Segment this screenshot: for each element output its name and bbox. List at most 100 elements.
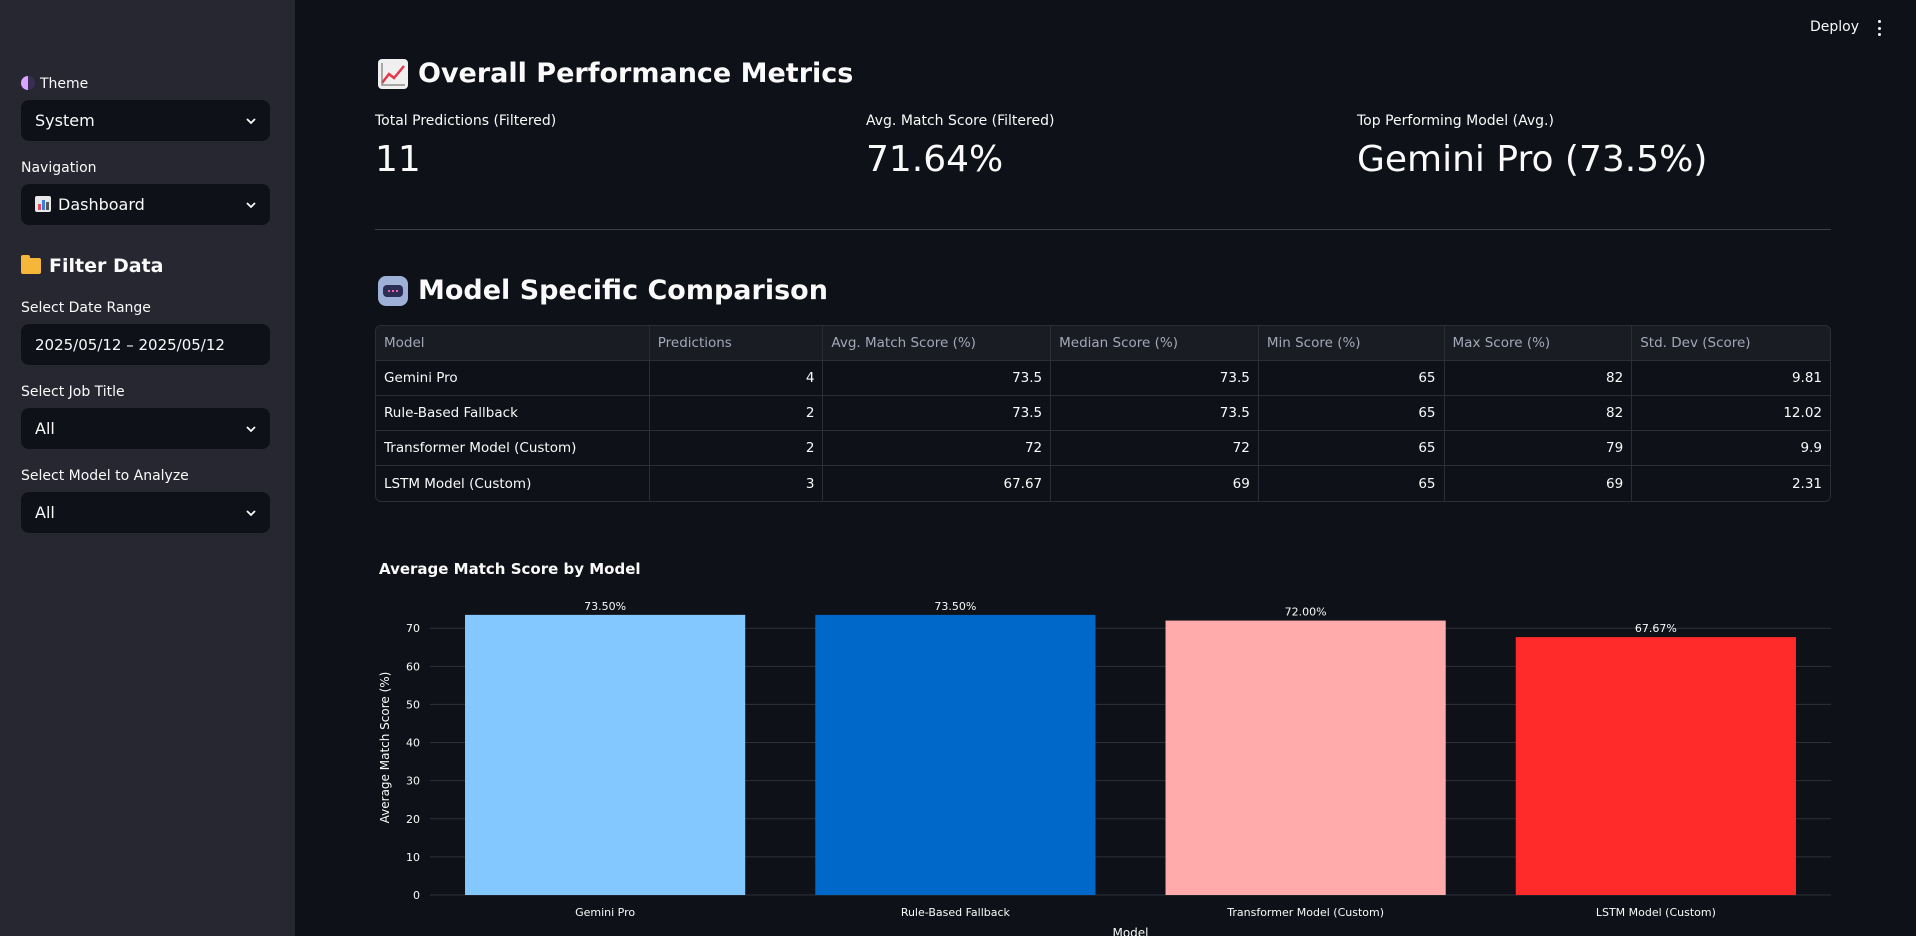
column-header[interactable]: Avg. Match Score (%) — [823, 326, 1052, 361]
table-cell[interactable]: Transformer Model (Custom) — [376, 431, 650, 466]
model-comparison-table: Model Predictions Avg. Match Score (%) M… — [375, 325, 1831, 502]
bar — [815, 614, 1096, 895]
table-cell[interactable]: 72 — [1051, 431, 1259, 466]
y-tick-label: 40 — [406, 737, 420, 750]
job-title-select[interactable]: All — [21, 408, 270, 449]
x-tick-label: LSTM Model (Custom) — [1596, 906, 1716, 919]
model-analyze-label: Select Model to Analyze — [21, 468, 189, 484]
table-cell[interactable]: 82 — [1444, 396, 1633, 431]
navigation-select-value: Dashboard — [58, 195, 145, 214]
metric-value: 71.64% — [866, 139, 1004, 180]
column-header[interactable]: Max Score (%) — [1444, 326, 1633, 361]
table-cell[interactable]: 73.5 — [1051, 396, 1259, 431]
table-cell[interactable]: 3 — [650, 466, 824, 501]
sidebar: Theme System Navigation Dashboard Filter… — [0, 0, 295, 936]
date-range-label: Select Date Range — [21, 300, 151, 316]
overall-metrics-heading: Overall Performance Metrics — [378, 58, 853, 89]
bar — [465, 614, 746, 895]
data-label: 72.00% — [1285, 606, 1327, 619]
table-cell[interactable]: 73.5 — [823, 396, 1052, 431]
navigation-select[interactable]: Dashboard — [21, 184, 270, 225]
column-header[interactable]: Model — [376, 326, 650, 361]
main-menu-icon[interactable] — [1872, 18, 1886, 38]
model-comparison-heading: Model Specific Comparison — [378, 275, 828, 306]
table-cell[interactable]: 9.9 — [1632, 431, 1830, 466]
table-cell[interactable]: 12.02 — [1632, 396, 1830, 431]
table-cell[interactable]: 73.5 — [823, 361, 1052, 396]
chart-increasing-icon — [378, 58, 408, 89]
column-header[interactable]: Std. Dev (Score) — [1632, 326, 1830, 361]
table-cell[interactable]: 69 — [1051, 466, 1259, 501]
theme-icon — [21, 76, 35, 90]
y-tick-label: 60 — [406, 660, 420, 673]
metric-label: Top Performing Model (Avg.) — [1357, 113, 1554, 129]
navigation-label: Navigation — [21, 160, 97, 176]
chevron-down-icon — [246, 200, 256, 210]
job-title-select-value: All — [35, 419, 55, 438]
table-cell[interactable]: Gemini Pro — [376, 361, 650, 396]
y-tick-label: 50 — [406, 698, 420, 711]
metric-value: 11 — [375, 139, 421, 180]
deploy-button[interactable]: Deploy — [1810, 19, 1860, 35]
column-header[interactable]: Median Score (%) — [1051, 326, 1259, 361]
table-cell[interactable]: 4 — [649, 361, 824, 396]
x-tick-label: Transformer Model (Custom) — [1226, 906, 1384, 919]
bar — [1165, 620, 1446, 895]
table-cell[interactable]: 82 — [1444, 361, 1633, 396]
y-axis-title: Average Match Score (%) — [378, 672, 392, 824]
data-label: 73.50% — [934, 600, 976, 613]
table-cell[interactable]: 79 — [1444, 431, 1633, 466]
table-cell[interactable]: 65 — [1259, 466, 1445, 501]
dashboard-icon — [35, 196, 51, 212]
bar — [1515, 637, 1796, 895]
model-analyze-select-value: All — [35, 503, 55, 522]
robot-icon — [378, 275, 408, 306]
date-range-value: 2025/05/12 – 2025/05/12 — [35, 335, 225, 354]
table-cell[interactable]: 2.31 — [1791, 475, 1822, 492]
chevron-down-icon — [246, 508, 256, 518]
metric-label: Avg. Match Score (Filtered) — [866, 113, 1055, 129]
theme-label: Theme — [21, 76, 88, 92]
table-cell[interactable]: 72 — [823, 431, 1052, 466]
table-row: Rule-Based Fallback 2 73.5 73.5 65 82 12… — [376, 396, 1830, 431]
table-cell[interactable]: 65 — [1258, 361, 1445, 396]
table-header-row: Model Predictions Avg. Match Score (%) M… — [376, 326, 1830, 361]
data-label: 73.50% — [584, 600, 626, 613]
x-tick-label: Rule-Based Fallback — [901, 906, 1011, 919]
metric-value: Gemini Pro (73.5%) — [1357, 139, 1708, 180]
table-cell[interactable]: 73.5 — [1051, 361, 1259, 396]
table-cell[interactable]: 2 — [649, 396, 824, 431]
x-tick-label: Gemini Pro — [575, 906, 635, 919]
model-analyze-select[interactable]: All — [21, 492, 270, 533]
metric-top-model: Top Performing Model (Avg.) Gemini Pro (… — [1357, 113, 1707, 180]
metric-label: Total Predictions (Filtered) — [375, 113, 557, 129]
data-label: 67.67% — [1635, 622, 1677, 635]
folder-icon — [21, 255, 41, 274]
x-axis-title: Model — [1112, 926, 1148, 936]
chart-title: Average Match Score by Model — [379, 560, 641, 578]
table-row: LSTM Model (Custom) 3 67.67 69 65 69 2.3… — [376, 466, 1830, 501]
chevron-down-icon — [246, 424, 256, 434]
table-cell[interactable]: 69 — [1445, 466, 1633, 501]
metric-total-predictions: Total Predictions (Filtered) 11 — [375, 113, 556, 180]
table-cell[interactable]: 2 — [649, 431, 824, 466]
y-tick-label: 0 — [413, 889, 420, 902]
column-header[interactable]: Min Score (%) — [1258, 326, 1445, 361]
table-cell[interactable]: 65 — [1258, 396, 1445, 431]
job-title-label: Select Job Title — [21, 384, 125, 400]
y-tick-label: 20 — [406, 813, 420, 826]
theme-select[interactable]: System — [21, 100, 270, 141]
table-cell[interactable]: Rule-Based Fallback — [376, 396, 650, 431]
table-cell[interactable]: 67.67 — [823, 466, 1052, 501]
filter-data-heading: Filter Data — [21, 255, 163, 277]
bar-chart: 0 10 20 30 40 50 60 70 73.50% Gemini Pro 73.50% Rul… — [378, 600, 1831, 936]
table-cell[interactable]: LSTM Model (Custom) — [376, 466, 650, 501]
y-tick-label: 10 — [406, 851, 420, 864]
column-header[interactable]: Predictions — [649, 326, 824, 361]
metric-avg-match-score: Avg. Match Score (Filtered) 71.64% — [866, 113, 1054, 180]
table-cell[interactable]: 65 — [1258, 431, 1445, 466]
table-cell[interactable]: 9.81 — [1632, 361, 1830, 396]
table-row: Transformer Model (Custom) 2 72 72 65 79… — [376, 431, 1830, 466]
table-row: Gemini Pro 4 73.5 73.5 65 82 9.81 — [376, 361, 1830, 396]
date-range-input[interactable]: 2025/05/12 – 2025/05/12 — [21, 324, 270, 365]
